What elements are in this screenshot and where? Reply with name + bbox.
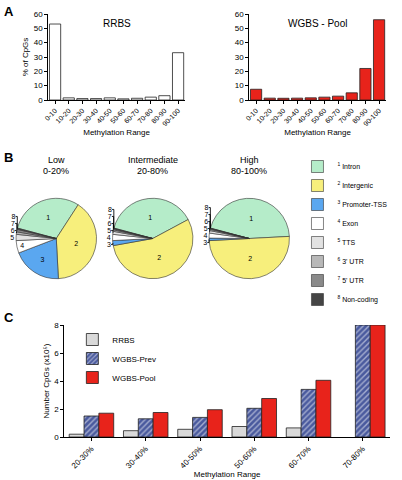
- svg-text:4: 4: [107, 234, 111, 241]
- svg-text:30: 30: [34, 53, 43, 62]
- svg-text:4: 4: [54, 377, 59, 386]
- svg-text:40-50: 40-50: [95, 107, 113, 125]
- svg-text:20-80%: 20-80%: [137, 166, 168, 176]
- svg-text:​5​ TTS: ​5​ TTS: [337, 238, 355, 246]
- svg-text:40-50: 40-50: [296, 107, 314, 125]
- svg-text:6: 6: [204, 218, 208, 225]
- svg-text:80-90: 80-90: [351, 107, 369, 125]
- svg-text:3: 3: [107, 241, 111, 248]
- svg-text:1: 1: [46, 214, 50, 221]
- svg-text:70-80: 70-80: [136, 107, 154, 125]
- svg-text:7: 7: [204, 211, 208, 218]
- svg-text:WGBS - Pool: WGBS - Pool: [288, 18, 347, 29]
- svg-text:40: 40: [34, 38, 43, 47]
- svg-text:70-80%: 70-80%: [341, 444, 367, 470]
- svg-text:6: 6: [108, 220, 112, 227]
- svg-text:​6​ 3' UTR: ​6​ 3' UTR: [337, 257, 363, 265]
- svg-text:50-60: 50-60: [310, 107, 328, 125]
- svg-text:6: 6: [11, 227, 15, 234]
- svg-text:0-10: 0-10: [244, 107, 259, 122]
- svg-text:8: 8: [12, 213, 16, 220]
- svg-text:10-20: 10-20: [255, 107, 273, 125]
- svg-text:70-80: 70-80: [337, 107, 355, 125]
- svg-text:6: 6: [54, 349, 59, 358]
- svg-text:C: C: [4, 310, 14, 325]
- svg-text:30-40%: 30-40%: [124, 444, 150, 470]
- svg-text:Methylation Range: Methylation Range: [194, 470, 261, 479]
- svg-text:20-30%: 20-30%: [70, 444, 96, 470]
- svg-text:​4​ Exon: ​4​ Exon: [337, 219, 358, 227]
- svg-text:60-70: 60-70: [123, 107, 141, 125]
- svg-text:RRBS: RRBS: [112, 336, 134, 345]
- svg-text:RRBS: RRBS: [103, 18, 131, 29]
- svg-text:4: 4: [20, 242, 24, 249]
- svg-text:0: 0: [239, 96, 244, 105]
- svg-text:7: 7: [108, 213, 112, 220]
- svg-text:Intermediate: Intermediate: [128, 155, 178, 165]
- svg-text:60: 60: [235, 10, 244, 19]
- svg-text:50: 50: [235, 24, 244, 33]
- svg-text:5: 5: [204, 225, 208, 232]
- svg-text:8: 8: [205, 204, 209, 211]
- svg-text:80-90: 80-90: [150, 107, 168, 125]
- svg-text:20: 20: [235, 67, 244, 76]
- svg-text:​8​ Non-coding: ​8​ Non-coding: [337, 295, 378, 304]
- svg-text:60: 60: [34, 10, 43, 19]
- svg-text:5: 5: [107, 227, 111, 234]
- svg-text:WGBS-Prev: WGBS-Prev: [112, 355, 156, 364]
- svg-text:8: 8: [108, 206, 112, 213]
- svg-text:A: A: [4, 4, 14, 19]
- svg-text:2: 2: [248, 255, 252, 262]
- svg-text:1: 1: [249, 215, 253, 222]
- svg-text:20-30: 20-30: [269, 107, 287, 125]
- svg-text:40: 40: [235, 38, 244, 47]
- svg-text:​3​ Promoter-TSS: ​3​ Promoter-TSS: [337, 200, 387, 208]
- svg-text:2: 2: [54, 405, 59, 414]
- svg-text:0-20%: 0-20%: [43, 166, 69, 176]
- svg-text:3: 3: [203, 239, 207, 246]
- svg-text:30-40: 30-40: [283, 107, 301, 125]
- svg-text:Number CpGs (x10⁵): Number CpGs (x10⁵): [42, 343, 51, 418]
- svg-text:7: 7: [11, 220, 15, 227]
- svg-text:2: 2: [157, 254, 161, 261]
- svg-text:0: 0: [54, 433, 59, 442]
- svg-text:50: 50: [34, 24, 43, 33]
- svg-text:B: B: [4, 150, 13, 165]
- svg-text:80-100%: 80-100%: [231, 166, 267, 176]
- svg-text:50-60%: 50-60%: [233, 444, 259, 470]
- svg-text:60-70%: 60-70%: [287, 444, 313, 470]
- svg-text:WGBS-Pool: WGBS-Pool: [112, 374, 155, 383]
- svg-text:8: 8: [54, 321, 59, 330]
- svg-text:4: 4: [203, 232, 207, 239]
- svg-text:​7​ 5' UTR: ​7​ 5' UTR: [337, 276, 363, 284]
- svg-text:Methylation Range: Methylation Range: [284, 128, 351, 137]
- svg-text:50-60: 50-60: [109, 107, 127, 125]
- svg-text:10-20: 10-20: [54, 107, 72, 125]
- svg-text:% of CpGs: % of CpGs: [21, 38, 30, 77]
- svg-text:20: 20: [34, 67, 43, 76]
- svg-text:90-100: 90-100: [161, 107, 181, 127]
- svg-text:​2​ Intergenic: ​2​ Intergenic: [337, 181, 373, 190]
- svg-text:3: 3: [40, 256, 44, 263]
- svg-text:30-40: 30-40: [82, 107, 100, 125]
- svg-text:10: 10: [34, 81, 43, 90]
- svg-text:5: 5: [10, 234, 14, 241]
- svg-text:20-30: 20-30: [68, 107, 86, 125]
- svg-text:2: 2: [74, 240, 78, 247]
- svg-text:10: 10: [235, 81, 244, 90]
- svg-text:​1​ Intron: ​1​ Intron: [337, 162, 360, 170]
- svg-text:1: 1: [148, 214, 152, 221]
- svg-text:90-100: 90-100: [362, 107, 382, 127]
- svg-text:30: 30: [235, 53, 244, 62]
- svg-text:Methylation Range: Methylation Range: [83, 128, 150, 137]
- svg-text:40-50%: 40-50%: [178, 444, 204, 470]
- svg-text:0-10: 0-10: [43, 107, 58, 122]
- svg-text:60-70: 60-70: [324, 107, 342, 125]
- svg-text:High: High: [240, 155, 259, 165]
- svg-text:Low: Low: [48, 155, 65, 165]
- svg-text:0: 0: [38, 96, 43, 105]
